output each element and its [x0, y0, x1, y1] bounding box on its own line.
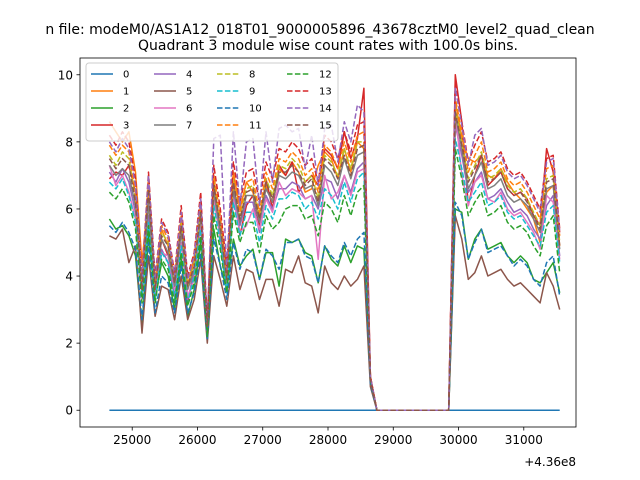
x-tick-label: 26000	[178, 433, 216, 447]
series-layer	[108, 74, 561, 411]
series-line-5	[109, 214, 561, 411]
y-tick-label: 2	[65, 337, 73, 351]
series-line-9	[108, 137, 561, 411]
series-line-8	[108, 107, 561, 411]
legend-label-4: 4	[186, 70, 192, 81]
legend-label-0: 0	[123, 70, 129, 81]
series-line-10	[108, 201, 561, 411]
x-tick-label: 30000	[439, 433, 477, 447]
legend-label-14: 14	[319, 104, 332, 115]
legend-label-7: 7	[186, 121, 192, 132]
x-tick-label: 31000	[505, 433, 543, 447]
legend-label-2: 2	[123, 104, 129, 115]
series-line-12	[108, 147, 561, 411]
legend-label-12: 12	[319, 70, 332, 81]
series-line-15	[108, 110, 561, 411]
legend-label-13: 13	[319, 87, 332, 98]
y-tick-label: 4	[65, 270, 73, 284]
x-tick-label: 27000	[244, 433, 282, 447]
legend-label-3: 3	[123, 121, 129, 132]
y-axis: 0 2 4 6 8 10	[58, 68, 80, 418]
x-tick-label: 28000	[309, 433, 347, 447]
y-tick-label: 6	[65, 202, 73, 216]
legend-label-9: 9	[249, 87, 255, 98]
chart-title: Quadrant 3 module wise count rates with …	[138, 38, 518, 54]
x-tick-label: 29000	[374, 433, 412, 447]
series-line-14	[108, 87, 561, 411]
x-offset-text: +4.36e8	[524, 455, 576, 469]
x-tick-label: 25000	[113, 433, 151, 447]
series-line-11	[108, 97, 561, 411]
y-tick-label: 0	[65, 404, 73, 418]
legend-frame	[85, 62, 339, 142]
legend-label-6: 6	[186, 104, 192, 115]
y-tick-label: 10	[58, 68, 73, 82]
figure-suptitle: n file: modeM0/AS1A12_018T01_9000005896_…	[45, 22, 594, 38]
legend-label-10: 10	[249, 104, 262, 115]
legend-label-1: 1	[123, 87, 129, 98]
legend-label-15: 15	[319, 121, 332, 132]
legend-label-8: 8	[249, 70, 255, 81]
x-axis: 25000 26000 27000 28000 29000 30000 31000	[113, 427, 543, 447]
legend-label-11: 11	[249, 121, 262, 132]
legend-label-5: 5	[186, 87, 192, 98]
y-tick-label: 8	[65, 135, 73, 149]
